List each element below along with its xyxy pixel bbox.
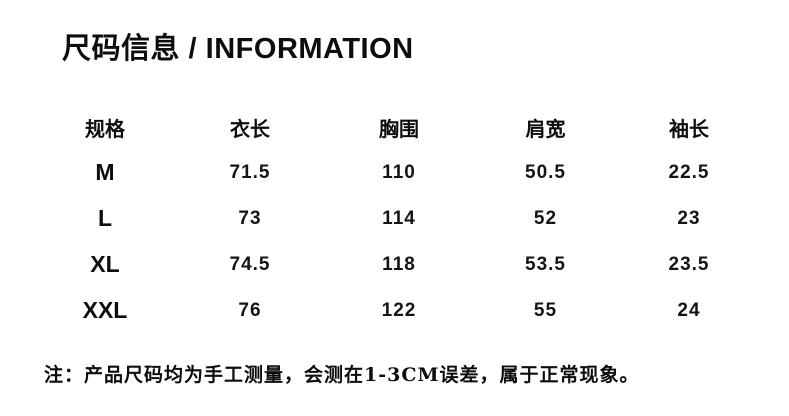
- table-header-row: 规格 衣长 胸围 肩宽 袖长: [35, 106, 760, 150]
- value-cell: 118: [382, 253, 416, 275]
- size-cell: L: [97, 205, 113, 232]
- value-cell: 110: [382, 161, 416, 183]
- value-cell: 52: [533, 207, 558, 229]
- size-cell: XXL: [82, 297, 128, 324]
- value-cell: 76: [238, 299, 262, 321]
- measurement-footnote: 注：产品尺码均为手工测量，会测在1-3CM误差，属于正常现象。: [44, 363, 640, 386]
- column-header-shoulder-width: 肩宽: [525, 119, 566, 142]
- table-row: XXL 76 122 55 24: [35, 288, 760, 334]
- value-cell: 23: [677, 207, 701, 229]
- size-table: 规格 衣长 胸围 肩宽 袖长 M 71.5 110 50.5 22.5 L 73…: [35, 106, 760, 334]
- value-cell: 71.5: [229, 161, 271, 183]
- size-cell: XL: [90, 251, 120, 278]
- column-header-bust: 胸围: [379, 119, 419, 142]
- size-cell: M: [95, 159, 115, 186]
- value-cell: 23.5: [668, 253, 710, 275]
- value-cell: 74.5: [229, 253, 271, 275]
- column-header-spec: 规格: [85, 119, 125, 142]
- value-cell: 50.5: [525, 161, 566, 183]
- value-cell: 114: [382, 207, 416, 229]
- page-title: 尺码信息 / INFORMATION: [62, 33, 414, 65]
- value-cell: 22.5: [668, 161, 710, 183]
- value-cell: 53.5: [525, 253, 566, 275]
- table-row: XL 74.5 118 53.5 23.5: [35, 242, 760, 288]
- value-cell: 122: [381, 299, 417, 321]
- value-cell: 73: [238, 207, 262, 229]
- table-row: L 73 114 52 23: [35, 196, 760, 242]
- value-cell: 24: [677, 299, 701, 321]
- table-row: M 71.5 110 50.5 22.5: [35, 150, 760, 196]
- value-cell: 55: [533, 299, 558, 321]
- column-header-sleeve-length: 袖长: [669, 119, 709, 142]
- column-header-garment-length: 衣长: [230, 119, 270, 142]
